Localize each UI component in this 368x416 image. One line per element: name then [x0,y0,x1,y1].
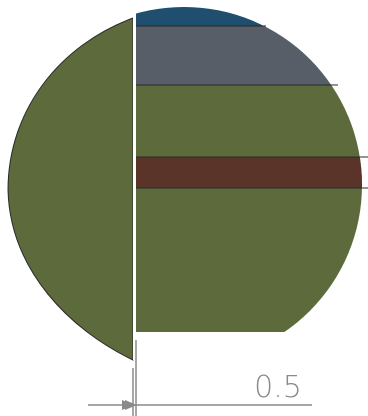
upper-band-layer [136,26,362,85]
top-cap-layer [136,7,362,26]
dark-band-layer [136,157,362,188]
layer-outlines [136,25,368,189]
right-base-layer [136,84,362,332]
right-layer-stack [136,7,362,332]
dimension-label: 0.5 [254,370,302,405]
gap-line [133,14,136,360]
dimension-annotation [88,340,312,416]
left-region [7,17,134,361]
